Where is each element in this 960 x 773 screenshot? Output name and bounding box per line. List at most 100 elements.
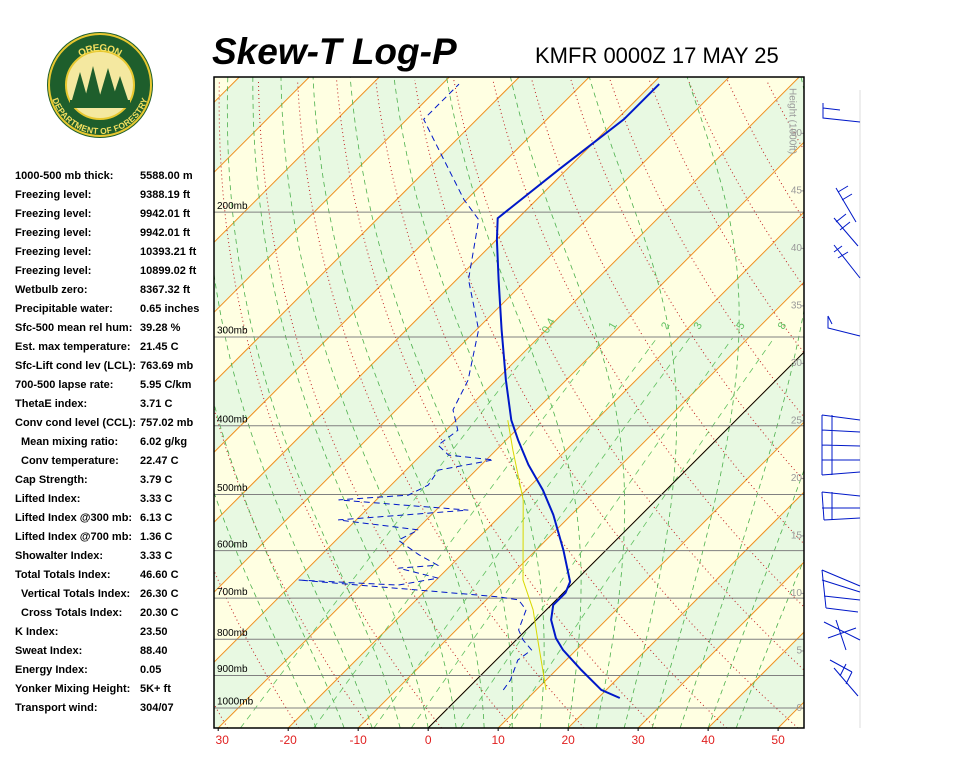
isotherm [918,77,960,728]
stat-value: 6.02 g/kg [140,436,187,448]
stat-value: 26.30 C [140,588,179,600]
pressure-label: 900mb [217,664,248,675]
stat-label: Sfc-Lift cond lev (LCL): [15,360,136,372]
stat-label: Lifted Index @300 mb: [15,512,132,524]
logo: OREGON DEPARTMENT OF FORESTRY [47,32,153,138]
pressure-label: 600mb [217,539,248,550]
stat-value: 763.69 mb [140,360,193,372]
stat-value: 10393.21 ft [140,246,197,258]
stat-label: Energy Index: [15,664,88,676]
stat-value: 9942.01 ft [140,208,190,220]
stat-value: 5.95 C/km [140,379,192,391]
stat-label: Transport wind: [15,702,98,714]
stat-value: 5K+ ft [140,683,171,695]
stat-value: 757.02 mb [140,417,193,429]
stat-value: 21.45 C [140,341,179,353]
x-tick-label: 30 [631,733,645,747]
pressure-label: 200mb [217,201,248,212]
stat-label: Showalter Index: [15,550,103,562]
pressure-label: 1000mb [217,697,254,708]
stat-value: 8367.32 ft [140,284,190,296]
wind-barb [822,570,860,612]
stat-label: Lifted Index: [15,493,80,505]
dry-adiabat [923,80,960,728]
stat-label: 700-500 lapse rate: [15,379,113,391]
stat-label: Lifted Index @700 mb: [15,531,132,543]
stat-label: ThetaE index: [15,398,87,410]
stat-label: Conv temperature: [21,455,119,467]
stat-value: 3.79 C [140,474,172,486]
stat-value: 3.33 C [140,493,172,505]
wind-barbs [822,103,860,696]
wind-barb [823,103,860,122]
height-axis-label: Height (1000ft) [786,88,797,154]
stat-label: Freezing level: [15,208,91,220]
isotherm [778,77,960,728]
wind-barb [822,492,860,520]
stat-label: 1000-500 mb thick: [15,170,113,182]
stat-label: Total Totals Index: [15,569,111,581]
stat-value: 304/07 [140,702,174,714]
stat-label: Freezing level: [15,189,91,201]
band [848,77,960,728]
pressure-label: 400mb [217,414,248,425]
stat-value: 3.71 C [140,398,172,410]
stat-label: Sfc-500 mean rel hum: [15,322,132,334]
stat-label: Cross Totals Index: [21,607,122,619]
height-tick-label: 35 [791,301,803,312]
pressure-label: 800mb [217,628,248,639]
x-tick-label: 40 [701,733,715,747]
wind-barb [824,620,860,672]
height-tick-label: 10 [791,588,803,599]
dry-adiabat [805,80,960,728]
title: Skew-T Log-P [212,31,457,72]
height-tick-label: 5 [796,646,802,657]
logo-center [66,51,134,119]
stat-label: Freezing level: [15,265,91,277]
stat-label: Freezing level: [15,227,91,239]
stats-table: 1000-500 mb thick: 5588.00 m Freezing leve… [15,170,199,714]
stat-label: Freezing level: [15,246,91,258]
stat-label: Vertical Totals Index: [21,588,130,600]
height-tick-label: 45 [791,186,803,197]
x-tick-label: 10 [491,733,505,747]
stat-value: 20.30 C [140,607,179,619]
stat-label: Precipitable water: [15,303,113,315]
stat-value: 5588.00 m [140,170,193,182]
stat-value: 88.40 [140,645,168,657]
stat-value: 10899.02 ft [140,265,197,277]
stat-value: 23.50 [140,626,168,638]
logo-ground [70,100,130,108]
stat-label: Yonker Mixing Height: [15,683,130,695]
height-tick-label: 40 [791,243,803,254]
isotherm [848,77,960,728]
wind-barb [836,186,856,222]
height-tick-label: 25 [791,416,803,427]
stat-label: Est. max temperature: [15,341,131,353]
height-tick-label: 30 [791,358,803,369]
x-tick-label: 0 [425,733,432,747]
stat-value: 39.28 % [140,322,181,334]
pressure-label: 500mb [217,483,248,494]
stat-label: Cap Strength: [15,474,88,486]
stat-value: 1.36 C [140,531,172,543]
stat-value: 0.65 inches [140,303,199,315]
stat-label: K Index: [15,626,58,638]
height-tick-label: 20 [791,473,803,484]
x-tick-label: 50 [771,733,785,747]
stat-value: 3.33 C [140,550,172,562]
stat-label: Mean mixing ratio: [21,436,118,448]
station: KMFR 0000Z 17 MAY 25 [535,43,779,68]
stat-label: Sweat Index: [15,645,82,657]
wind-barb [834,245,860,278]
dry-adiabat [884,80,960,728]
stat-value: 9388.19 ft [140,189,190,201]
stat-value: 0.05 [140,664,161,676]
pressure-label: 300mb [217,326,248,337]
wind-barb [828,316,860,336]
stat-value: 22.47 C [140,455,179,467]
height-tick-label: 15 [791,531,803,542]
height-tick-label: 0 [796,703,802,714]
stat-value: 46.60 C [140,569,179,581]
